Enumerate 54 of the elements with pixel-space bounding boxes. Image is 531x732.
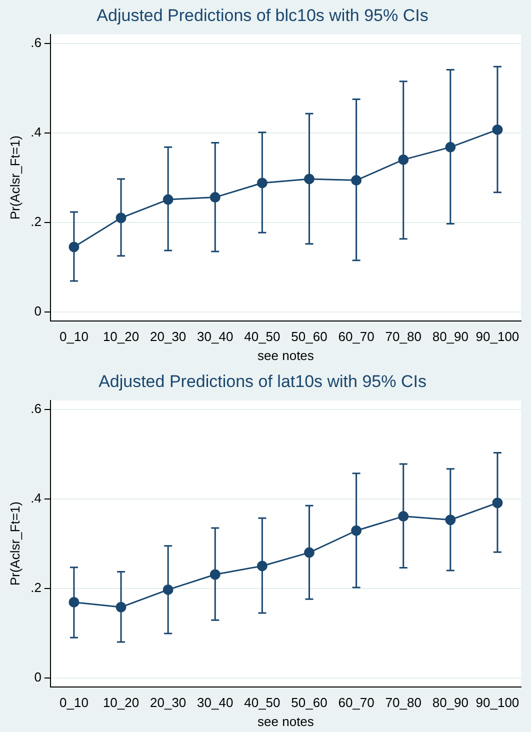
y-tick-label: .4 [30, 490, 42, 506]
x-tick-label: 50_60 [291, 695, 328, 710]
point [210, 569, 220, 580]
x-tick-label: 30_40 [197, 329, 234, 344]
point [304, 174, 314, 184]
y-tick-label: .2 [30, 214, 42, 229]
x-tick-label: 10_20 [102, 329, 140, 344]
chart-title: Adjusted Predictions of lat10s with 95% CIs [98, 372, 426, 391]
y-tick-label: .2 [30, 580, 42, 595]
point [492, 124, 503, 135]
x-tick-label: 40_50 [244, 329, 280, 344]
y-axis-title: Pr(Aclsr_Ft=1) [7, 136, 22, 220]
point [162, 194, 174, 205]
x-tick-label: 10_20 [102, 695, 140, 710]
x-tick-label: 90_100 [476, 329, 520, 344]
x-axis-title: see notes [258, 348, 314, 363]
x-tick-label: 20_30 [150, 695, 186, 710]
x-tick-label: 20_30 [150, 329, 186, 344]
point [398, 511, 409, 522]
y-tick-label: 0 [34, 669, 42, 684]
point [256, 178, 268, 188]
x-tick-label: 0_10 [60, 695, 88, 710]
y-tick-label: .6 [30, 34, 42, 50]
x-tick-label: 70_80 [385, 329, 422, 344]
point [398, 154, 409, 165]
y-tick-label: .6 [30, 400, 42, 416]
chart-title: Adjusted Predictions of blc10s with 95% CIs [96, 6, 428, 25]
x-tick-label: 60_70 [338, 695, 374, 710]
x-tick-label: 80_90 [432, 695, 468, 710]
point [304, 547, 314, 558]
point [210, 192, 220, 203]
point [256, 560, 268, 572]
point [445, 514, 456, 526]
x-tick-label: 90_100 [476, 695, 520, 710]
x-axis-title: see notes [258, 714, 314, 729]
point [116, 602, 126, 612]
x-tick-label: 0_10 [60, 329, 88, 344]
point [68, 596, 80, 608]
point [445, 142, 456, 152]
y-tick-label: 0 [34, 303, 42, 318]
point [492, 498, 503, 508]
x-tick-label: 70_80 [385, 695, 422, 710]
x-tick-label: 30_40 [197, 695, 234, 710]
point [351, 175, 362, 186]
point [162, 584, 174, 595]
point [116, 212, 126, 224]
x-tick-label: 60_70 [338, 329, 374, 344]
x-tick-label: 50_60 [291, 329, 328, 344]
x-tick-label: 40_50 [244, 695, 280, 710]
point [68, 242, 80, 252]
x-tick-label: 80_90 [432, 329, 468, 344]
point [351, 525, 362, 536]
y-axis-title: Pr(Aclsr_Ft=1) [7, 502, 22, 586]
y-tick-label: .4 [30, 124, 42, 140]
